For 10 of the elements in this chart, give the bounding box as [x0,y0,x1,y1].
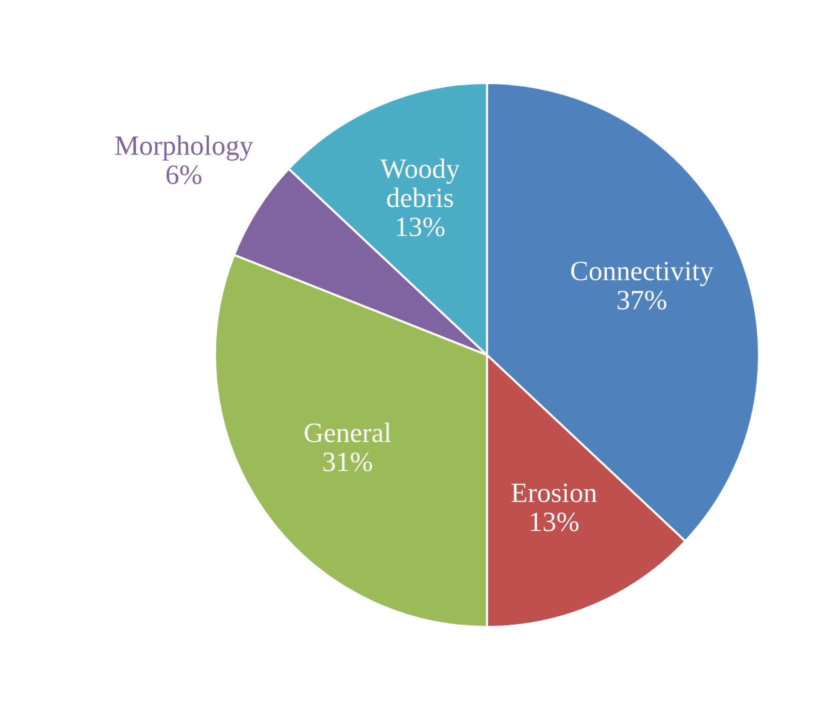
slice-label: Morphology [115,135,254,161]
slice-label: Connectivity [571,262,714,286]
data-label: 31% [323,452,372,472]
data-label: 13% [530,512,578,532]
data-label: 13% [397,218,445,236]
slice-label: Woody debris [380,158,460,208]
data-label: 6% [166,165,202,184]
slice-label: Erosion [512,484,597,502]
data-label: 37% [618,290,666,310]
slice-label: General [304,422,391,442]
